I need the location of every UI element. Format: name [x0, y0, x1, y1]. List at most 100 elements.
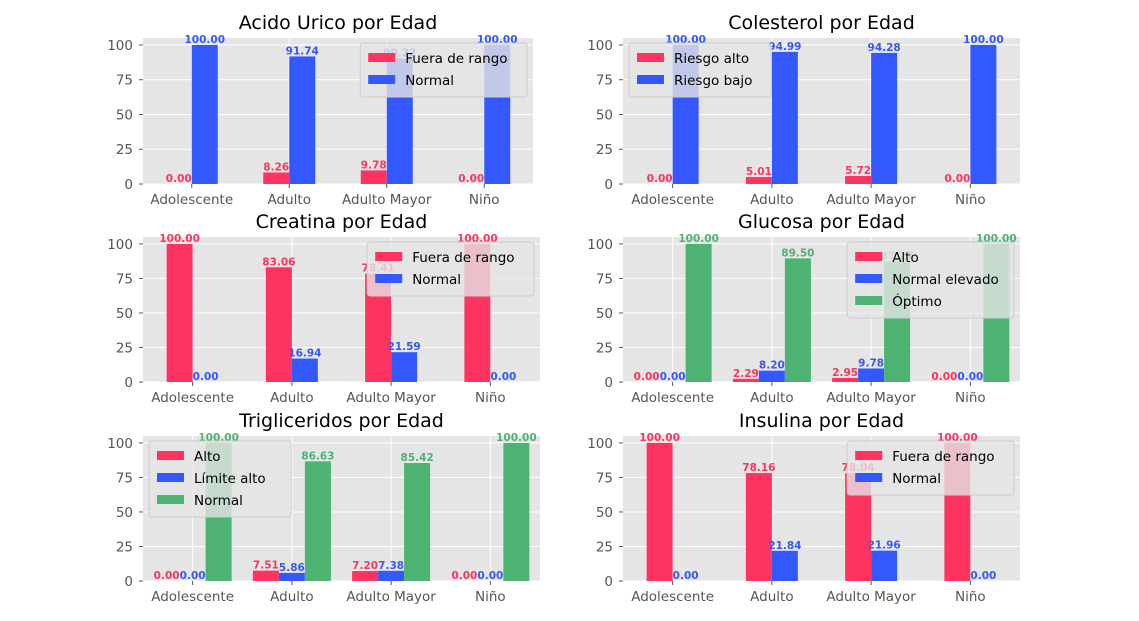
ytick-label: 0	[604, 574, 613, 590]
chart-panel-1: 02550751000.008.269.780.00100.0091.7490.…	[107, 12, 533, 208]
legend-swatch	[157, 495, 184, 504]
data-label: 9.78	[361, 159, 387, 171]
xtick-label: Adulto	[750, 589, 793, 605]
bar[interactable]	[745, 473, 772, 581]
legend-box	[846, 440, 1015, 496]
bar[interactable]	[646, 442, 673, 581]
ytick-label: 75	[596, 271, 613, 287]
bar[interactable]	[252, 570, 279, 581]
bar[interactable]	[263, 172, 290, 184]
data-label: 100.00	[963, 34, 1004, 46]
data-label: 16.94	[288, 348, 321, 360]
bar[interactable]	[352, 571, 379, 581]
data-label: 0.00	[634, 371, 660, 383]
data-label: 100.00	[159, 233, 200, 245]
ytick-label: 75	[116, 470, 133, 486]
bar[interactable]	[404, 463, 431, 581]
bar[interactable]	[304, 461, 331, 581]
legend-swatch	[375, 274, 403, 283]
data-label: 9.78	[858, 357, 884, 369]
data-label: 0.00	[166, 173, 192, 185]
bar[interactable]	[758, 370, 785, 382]
bar[interactable]	[378, 570, 405, 581]
data-label: 94.28	[868, 42, 901, 54]
legend: Alto Límite alto Normal	[148, 440, 292, 518]
bar[interactable]	[845, 176, 872, 184]
data-label: 2.29	[733, 368, 759, 380]
xtick-label: Adulto Mayor	[346, 390, 436, 406]
legend-label: Normal elevado	[892, 272, 999, 288]
chart-panel-2: 0 25 50 75 100 0.00 5.01 5.72 0.00 100.00 94.99 94.…	[587, 12, 1020, 208]
data-label: 8.26	[263, 162, 289, 174]
data-label: 5.72	[845, 165, 871, 177]
bar[interactable]	[265, 267, 292, 382]
ytick-label: 100	[107, 436, 133, 452]
data-label: 0.00	[647, 173, 673, 185]
ytick-label: 50	[596, 306, 613, 322]
xtick-label: Adulto Mayor	[826, 192, 916, 208]
legend-box	[148, 440, 292, 518]
legend-swatch	[855, 252, 883, 261]
bar[interactable]	[503, 442, 530, 581]
bar[interactable]	[289, 56, 316, 184]
data-label: 21.96	[868, 540, 901, 552]
legend-swatch	[375, 252, 403, 261]
bar[interactable]	[771, 51, 798, 184]
ytick-label: 0	[124, 177, 133, 193]
bar[interactable]	[360, 170, 387, 184]
xtick-label: Niño	[469, 192, 500, 208]
xtick-label: Adolescente	[150, 192, 233, 208]
xtick-label: Adulto	[750, 390, 793, 406]
bar[interactable]	[732, 378, 759, 382]
ytick-label: 75	[116, 73, 133, 89]
ytick-label: 100	[107, 38, 133, 54]
bar[interactable]	[291, 358, 318, 382]
bar[interactable]	[871, 52, 898, 185]
legend-label: Fuera de rango	[405, 51, 507, 67]
legend-label: Alto	[194, 449, 221, 465]
chart-panel-6: 0255075100100.0078.1678.04100.000.0021.8…	[587, 410, 1020, 605]
ytick-label: 100	[587, 237, 613, 253]
bar[interactable]	[871, 550, 898, 581]
bar[interactable]	[832, 377, 859, 382]
legend-label: Riesgo alto	[674, 51, 749, 67]
data-label: 100.00	[678, 233, 719, 245]
xtick-label: Adulto	[750, 192, 793, 208]
legend-label: Fuera de rango	[892, 449, 994, 465]
legend-swatch	[855, 473, 883, 482]
bar[interactable]	[784, 258, 811, 382]
xtick-label: Adolescente	[151, 390, 234, 406]
xtick-label: Adolescente	[631, 390, 714, 406]
xtick-label: Niño	[955, 390, 986, 406]
xtick-label: Niño	[955, 589, 986, 605]
bar[interactable]	[685, 243, 712, 382]
chart-title: Glucosa por Edad	[738, 211, 905, 233]
legend-swatch	[637, 53, 664, 62]
legend: Fuera de rango Normal	[846, 440, 1015, 496]
bar[interactable]	[858, 368, 885, 382]
data-label: 0.00	[154, 570, 180, 582]
xtick-label: Adolescente	[631, 589, 714, 605]
data-label: 2.95	[832, 367, 858, 379]
bar[interactable]	[191, 44, 218, 185]
bar[interactable]	[391, 352, 418, 382]
data-label: 0.00	[180, 570, 206, 582]
legend-swatch	[157, 473, 184, 482]
ytick-label: 0	[604, 375, 613, 391]
data-label: 78.16	[742, 462, 775, 474]
bar[interactable]	[745, 177, 772, 184]
data-label: 0.00	[660, 371, 686, 383]
legend-box	[366, 241, 535, 297]
bar[interactable]	[278, 572, 305, 581]
bar[interactable]	[166, 243, 193, 382]
xtick-label: Adulto Mayor	[346, 589, 436, 605]
bar[interactable]	[771, 550, 798, 581]
bar[interactable]	[970, 44, 997, 185]
data-label: 100.00	[496, 432, 537, 444]
ytick-label: 25	[596, 539, 613, 555]
ytick-label: 25	[116, 340, 133, 356]
legend-swatch	[637, 75, 664, 84]
ytick-label: 0	[124, 574, 133, 590]
ytick-label: 75	[596, 73, 613, 89]
